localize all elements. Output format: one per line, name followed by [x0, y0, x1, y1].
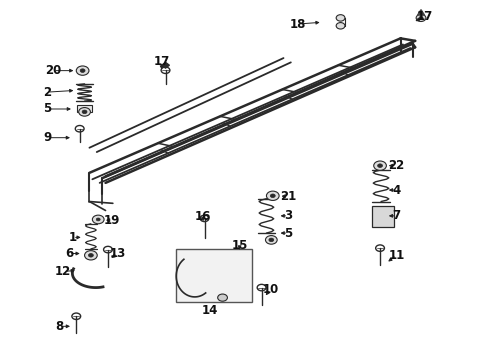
Circle shape	[335, 23, 344, 29]
Circle shape	[373, 161, 386, 170]
Circle shape	[82, 110, 87, 114]
Bar	[77, 105, 92, 112]
Text: 16: 16	[194, 210, 211, 223]
Text: 17: 17	[416, 10, 432, 23]
Text: 1: 1	[69, 231, 77, 244]
Text: 9: 9	[43, 131, 51, 144]
Text: 15: 15	[231, 239, 247, 252]
Circle shape	[217, 294, 227, 301]
Circle shape	[76, 66, 89, 75]
Text: 19: 19	[103, 214, 120, 227]
Text: 22: 22	[387, 159, 404, 172]
Text: 7: 7	[392, 210, 400, 222]
Text: 20: 20	[45, 64, 61, 77]
Text: 11: 11	[387, 249, 404, 262]
FancyBboxPatch shape	[371, 206, 393, 227]
Circle shape	[79, 108, 90, 116]
Circle shape	[377, 164, 382, 167]
Text: 14: 14	[202, 305, 218, 318]
Circle shape	[335, 15, 344, 21]
Text: 21: 21	[280, 190, 296, 203]
Text: 2: 2	[43, 86, 51, 99]
Bar	[176, 249, 251, 302]
Circle shape	[92, 215, 104, 224]
Circle shape	[270, 194, 275, 198]
Circle shape	[265, 235, 277, 244]
Circle shape	[268, 238, 273, 242]
Text: 8: 8	[55, 320, 63, 333]
Text: 6: 6	[65, 247, 73, 260]
Circle shape	[266, 191, 279, 201]
Text: 13: 13	[109, 247, 125, 260]
Text: 18: 18	[289, 18, 305, 31]
Text: 10: 10	[262, 283, 278, 296]
Circle shape	[96, 218, 100, 221]
Circle shape	[84, 251, 97, 260]
Text: 5: 5	[43, 103, 51, 116]
Text: 3: 3	[284, 210, 292, 222]
Circle shape	[88, 253, 93, 257]
Circle shape	[80, 69, 85, 72]
Circle shape	[415, 14, 425, 22]
Text: 5: 5	[284, 226, 292, 239]
Polygon shape	[417, 10, 424, 15]
Text: 12: 12	[55, 265, 71, 278]
Text: 4: 4	[392, 184, 400, 197]
Polygon shape	[161, 62, 169, 68]
Circle shape	[418, 17, 422, 19]
Text: 17: 17	[153, 55, 169, 68]
